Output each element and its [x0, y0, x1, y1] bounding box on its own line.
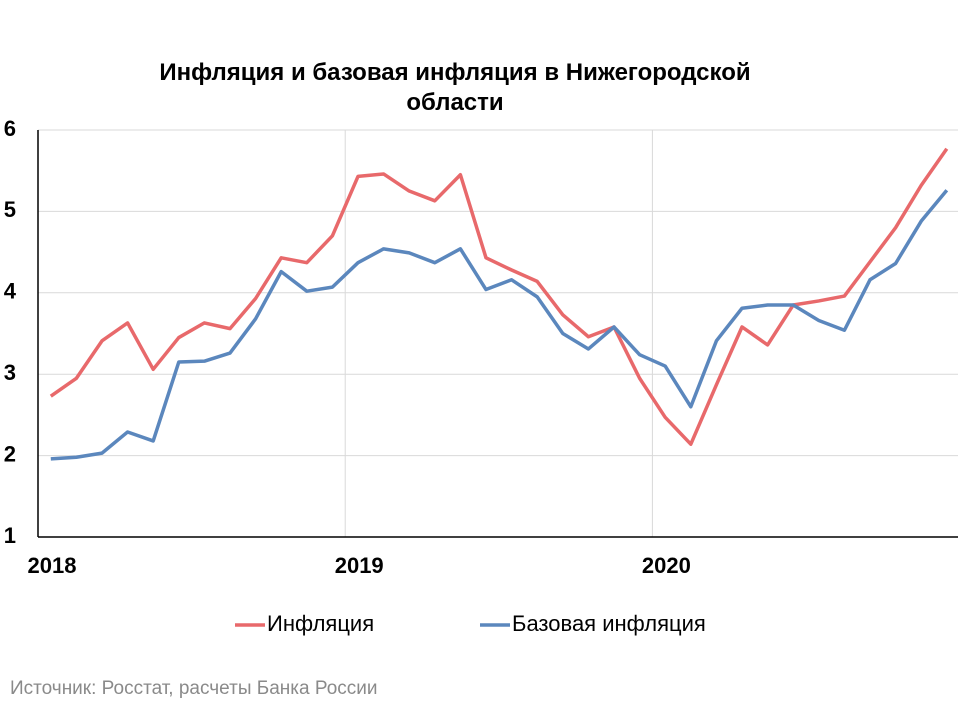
legend-label: Базовая инфляция: [512, 611, 706, 636]
y-tick-label: 4: [4, 279, 17, 304]
y-tick-label: 6: [4, 116, 16, 141]
chart-title: Инфляция и базовая инфляция в Нижегородс…: [159, 59, 751, 116]
x-tick-label: 2020: [642, 553, 691, 578]
data-line: [50, 189, 949, 461]
legend-label: Инфляция: [267, 611, 374, 636]
x-tick-label: 2018: [28, 553, 77, 578]
x-tick-label: 2019: [335, 553, 384, 578]
y-tick-label: 3: [4, 360, 16, 385]
y-tick-label: 2: [4, 441, 16, 466]
data-line: [49, 147, 949, 446]
y-tick-label: 5: [4, 197, 16, 222]
y-tick-label: 1: [4, 523, 16, 548]
source-note: Источник: Росстат, расчеты Банка России: [10, 678, 378, 699]
